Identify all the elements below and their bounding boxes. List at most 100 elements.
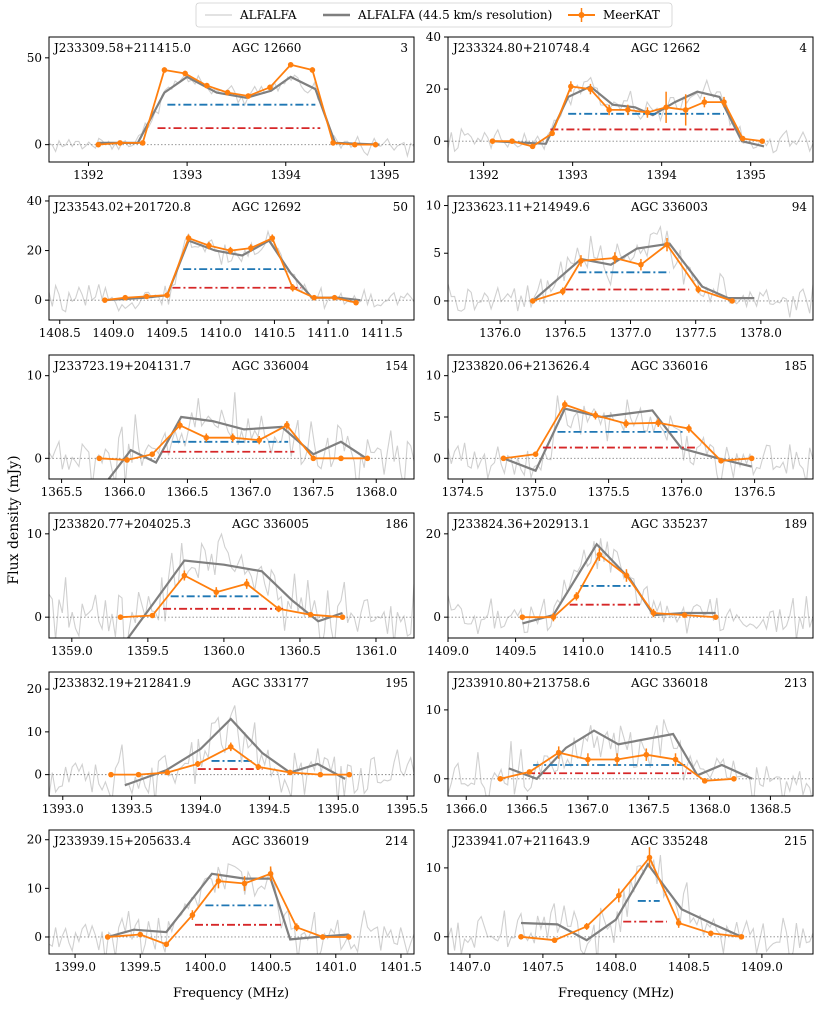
meerkat-point — [500, 455, 507, 462]
meerkat-point — [655, 419, 662, 426]
meerkat-point — [224, 89, 231, 96]
meerkat-point — [182, 70, 188, 77]
meerkat-point — [562, 401, 568, 408]
agc-label: AGC 336016 — [630, 359, 708, 373]
meerkat-point — [228, 744, 234, 750]
y-tick-label: 0 — [433, 451, 441, 465]
meerkat-point — [551, 937, 558, 944]
y-tick-label: 50 — [27, 51, 42, 65]
meerkat-point — [550, 614, 557, 620]
meerkat-point — [164, 769, 171, 776]
meerkat-point — [625, 107, 631, 113]
x-tick-label: 1374.5 — [442, 485, 484, 499]
meerkat-point — [739, 135, 746, 142]
meerkat-point — [672, 756, 679, 763]
y-tick-label: 5 — [433, 246, 441, 260]
x-tick-label: 1376.5 — [544, 326, 586, 340]
meerkat-point — [204, 82, 210, 89]
meerkat-point — [596, 551, 603, 558]
legend-meerkat-marker — [578, 12, 585, 18]
plot-area — [448, 719, 813, 796]
x-axis-label-right: Frequency (MHz) — [558, 986, 674, 1001]
x-axis-label-left: Frequency (MHz) — [173, 986, 289, 1001]
meerkat-point — [489, 138, 496, 144]
meerkat-point — [731, 775, 737, 782]
meerkat-point — [117, 614, 124, 620]
x-tick-label: 1375.0 — [515, 485, 557, 499]
alfalfa-smooth-line — [107, 415, 367, 479]
axes-frame — [48, 512, 415, 639]
meerkat-point — [243, 581, 250, 587]
meerkat-line — [98, 63, 376, 146]
axes-frame — [48, 354, 415, 480]
x-tick-label: 1394.5 — [248, 802, 290, 816]
meerkat-point — [701, 778, 708, 784]
panel-2: 1392 1393 1394 1395 0 20 40 J233324.80+210748.4… — [426, 30, 814, 182]
meerkat-point — [117, 140, 123, 146]
y-tick-label: 0 — [34, 930, 42, 944]
axes-frame — [447, 512, 814, 639]
agc-label: AGC 335237 — [630, 517, 708, 531]
meerkat-point — [267, 84, 273, 91]
y-tick-label: 10 — [426, 369, 441, 383]
panel-5: 1365.5 1366.0 1366.5 1367.0 1367.5 1368.0 0 10 J… — [27, 354, 415, 499]
alfalfa-smooth-line — [508, 729, 753, 781]
meerkat-point — [287, 769, 293, 776]
alfalfa-smooth-line — [503, 407, 752, 473]
plot-area — [49, 392, 414, 479]
x-tick-label: 1393.0 — [42, 802, 84, 816]
meerkat-point — [616, 892, 622, 899]
x-tick-label: 1393 — [557, 168, 588, 182]
legend-smooth-label: ALFALFA (44.5 km/s resolution) — [357, 8, 552, 22]
panel-11: 1399.0 1399.5 1400.0 1400.5 1401.0 1401.5 0 10 2… — [27, 829, 422, 974]
meerkat-point — [338, 455, 344, 462]
alfalfa-raw-line — [448, 719, 812, 796]
meerkat-point — [519, 614, 526, 620]
meerkat-point — [256, 437, 262, 443]
x-tick-label: 1401.5 — [380, 960, 422, 974]
meerkat-point — [287, 61, 294, 68]
panel-3: 1408.5 1409.0 1409.5 1410.0 1410.5 1411.0 1411… — [27, 194, 415, 340]
meerkat-point — [738, 933, 745, 940]
x-tick-label: 1377.5 — [675, 326, 717, 340]
x-tick-label: 1399.5 — [119, 960, 161, 974]
meerkat-point — [583, 923, 590, 930]
x-tick-label: 1359.5 — [127, 644, 169, 658]
meerkat-line — [120, 574, 343, 619]
plot-area — [49, 532, 414, 638]
y-tick-label: 0 — [433, 294, 441, 308]
meerkat-point — [215, 878, 222, 884]
meerkat-point — [293, 924, 300, 931]
meerkat-point — [203, 434, 210, 441]
x-tick-label: 1407.5 — [522, 960, 564, 974]
y-tick-label: 20 — [426, 82, 441, 96]
panel-10: 1366.0 1366.5 1367.0 1367.5 1368.0 1368.5 0 10 J… — [426, 671, 814, 816]
meerkat-point — [614, 756, 620, 763]
x-tick-label: 1395 — [369, 168, 400, 182]
agc-label: AGC 333177 — [231, 676, 309, 690]
alfalfa-smooth-line — [126, 559, 343, 638]
meerkat-point — [587, 86, 594, 92]
meerkat-point — [364, 455, 371, 462]
axes-frame — [447, 829, 814, 955]
x-tick-label: 1410.5 — [253, 326, 295, 340]
meerkat-point — [275, 606, 282, 612]
x-tick-label: 1395.5 — [386, 802, 428, 816]
source-name: J233324.80+210748.4 — [451, 41, 590, 55]
x-tick-label: 1376.0 — [661, 485, 703, 499]
plot-area — [448, 76, 813, 154]
meerkat-point — [549, 130, 555, 137]
meerkat-point — [650, 610, 657, 616]
panel-index: 189 — [784, 517, 807, 531]
x-tick-label: 1376.5 — [734, 485, 776, 499]
alfalfa-raw-line — [49, 392, 414, 479]
meerkat-point — [518, 933, 524, 940]
meerkat-point — [568, 83, 574, 90]
panel-index: 154 — [385, 359, 408, 373]
meerkat-point — [346, 771, 353, 778]
alfalfa-smooth-line — [492, 85, 765, 148]
x-tick-label: 1377.0 — [610, 326, 652, 340]
meerkat-point — [578, 258, 584, 264]
